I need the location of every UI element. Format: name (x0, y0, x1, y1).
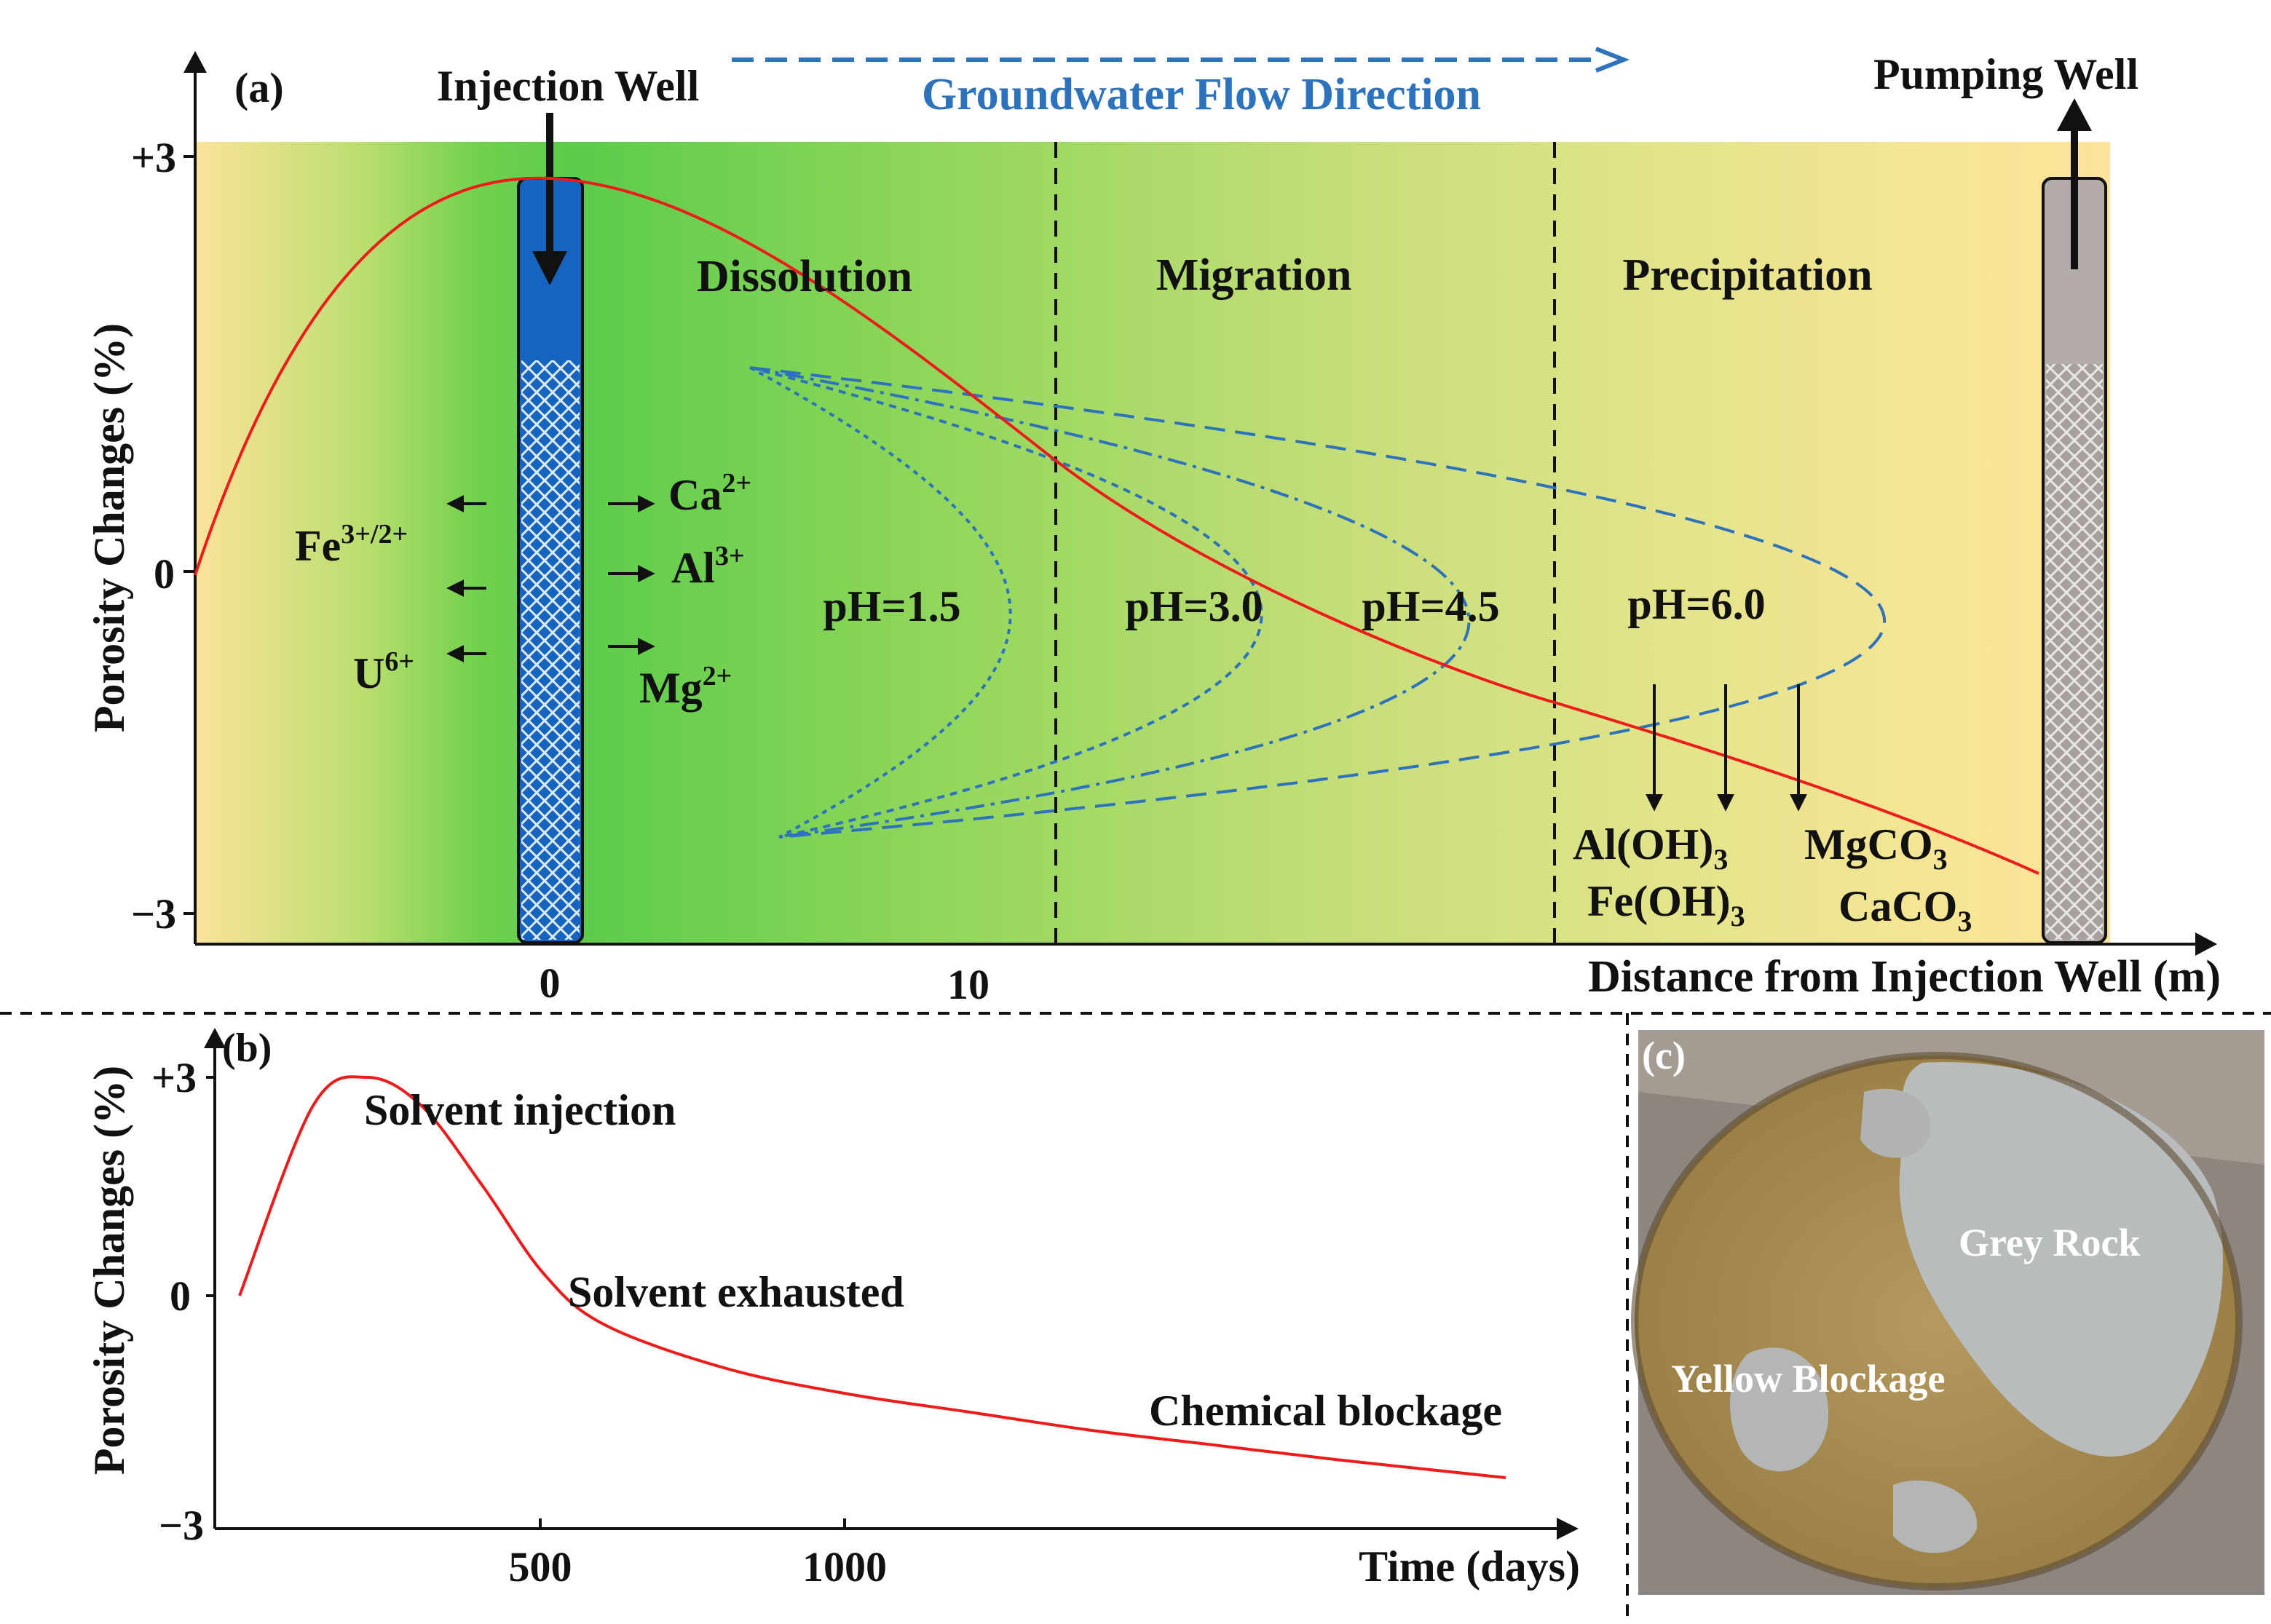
panel-a-x-axis-label: Distance from Injection Well (m) (1588, 952, 2221, 1002)
porosity-distance-curve (194, 176, 2039, 875)
panel-a-y-axis-label: Porosity Changes (%) (85, 323, 133, 732)
grey-rock-patch-3 (1860, 1088, 1931, 1158)
precipitation-arrows (1646, 684, 1807, 812)
precipitate-feoh3: Fe(OH)3 (1587, 877, 1745, 932)
injection-well (517, 177, 584, 944)
panel-a-x-axis-arrow (2195, 932, 2217, 956)
pumping-well-label: Pumping Well (1873, 50, 2138, 98)
flow-direction-arrow (732, 47, 1630, 73)
precipitate-caco3: CaCO3 (1838, 882, 1972, 938)
panel-a-label: (a) (234, 64, 284, 111)
yellow-blockage-label: Yellow Blockage (1671, 1357, 1945, 1401)
ion-label-fe: Fe3+/2+ (295, 519, 408, 570)
grey-rock-patch-2 (1893, 1480, 1978, 1553)
panel-c-label: (c) (1642, 1034, 1686, 1077)
rock-edge-shadow (1631, 1052, 2243, 1591)
ph-label-4-5: pH=4.5 (1362, 582, 1499, 630)
annotation-solvent-exhausted: Solvent exhausted (568, 1268, 904, 1316)
panel-a-y-tick-label-top: +3 (131, 134, 176, 181)
panel-b-y-axis-arrow (204, 1028, 226, 1048)
ph-curve-3-0 (749, 366, 1263, 839)
flow-direction-label: Groundwater Flow Direction (922, 70, 1481, 119)
pumping-well (2042, 177, 2107, 944)
panel-b-y-tick-label-bottom: −3 (159, 1502, 204, 1549)
annotation-solvent-injection: Solvent injection (364, 1086, 676, 1134)
zone-label-migration: Migration (1156, 250, 1352, 300)
panel-b-x-axis-label: Time (days) (1359, 1542, 1580, 1591)
injection-well-label: Injection Well (437, 62, 700, 110)
ion-label-mg: Mg2+ (639, 661, 732, 712)
panel-a-x-tick-label-10: 10 (947, 961, 990, 1008)
injection-arrow-icon (532, 113, 567, 285)
ph-label-1-5: pH=1.5 (823, 582, 960, 630)
panel-b: (b) +3 0 −3 Porosity Changes (%) 500 100… (85, 1026, 1580, 1591)
panel-a-y-axis-arrow (183, 51, 207, 73)
ion-label-ca: Ca2+ (668, 468, 751, 519)
ion-out-arrows (446, 495, 486, 662)
panel-b-x-tick-label-1000: 1000 (802, 1543, 887, 1591)
panel-c: (c) Grey Rock Yellow Blockage (1631, 1030, 2264, 1595)
panel-b-y-axis-label: Porosity Changes (%) (85, 1066, 133, 1475)
ph-curve-1-5 (749, 366, 1012, 839)
porosity-time-curve (238, 1075, 1506, 1479)
pumping-arrow-icon (2057, 98, 2092, 269)
panel-a-y-tick-label-mid: 0 (154, 550, 175, 598)
ph-curve-4-5 (749, 366, 1471, 839)
panel-a: (a) Injection Well Groundwater Flow Dire… (85, 47, 2221, 1008)
ion-label-al: Al3+ (671, 541, 745, 592)
annotation-chemical-blockage: Chemical blockage (1149, 1387, 1502, 1435)
grey-rock-label: Grey Rock (1959, 1221, 2140, 1264)
precipitate-aloh3: Al(OH)3 (1573, 820, 1728, 876)
panel-b-y-tick-label-top: +3 (151, 1054, 197, 1101)
panel-b-x-axis-arrow (1557, 1518, 1579, 1540)
zone-label-dissolution: Dissolution (697, 252, 912, 301)
ph-curve-6-0 (749, 366, 1887, 839)
grey-rock-region (1899, 1062, 2224, 1457)
ph-label-3-0: pH=3.0 (1125, 582, 1263, 630)
precipitate-mgco3: MgCO3 (1804, 820, 1948, 876)
ion-in-arrows (608, 495, 655, 655)
grey-rock-patch-1 (1730, 1347, 1829, 1472)
zone-label-precipitation: Precipitation (1622, 250, 1872, 300)
panel-a-y-tick-label-bottom: −3 (131, 890, 176, 938)
panel-b-y-tick-label-mid: 0 (170, 1272, 191, 1320)
panel-b-label: (b) (222, 1026, 272, 1071)
ph-label-6-0: pH=6.0 (1627, 580, 1765, 628)
panel-a-x-tick-label-0: 0 (540, 959, 561, 1007)
ion-label-u: U6+ (353, 646, 414, 697)
panel-b-x-tick-label-500: 500 (509, 1543, 572, 1591)
